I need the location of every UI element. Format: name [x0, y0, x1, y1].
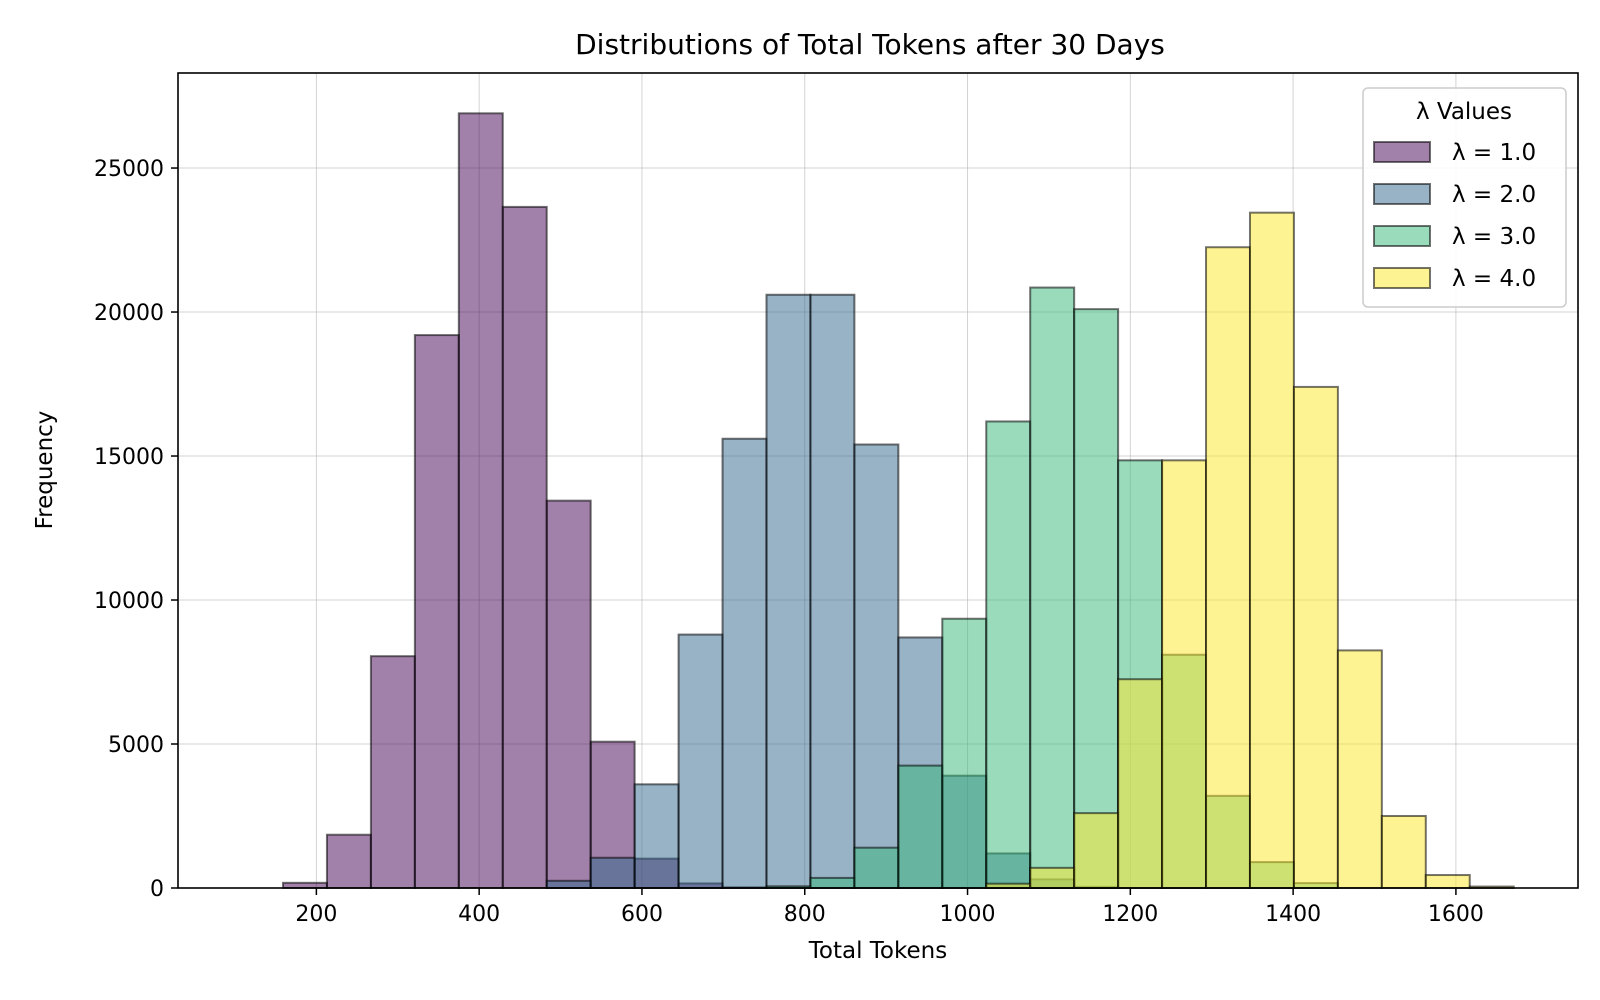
- histogram-bar: [1161, 459, 1208, 889]
- plot-frame: [177, 72, 1579, 889]
- histogram-bar: [809, 876, 856, 889]
- legend-label: λ = 1.0: [1452, 140, 1536, 166]
- histogram-bar: [1336, 649, 1383, 890]
- y-tick-label: 0: [150, 877, 164, 902]
- histogram-bar: [853, 443, 900, 889]
- histogram-bar: [501, 205, 548, 889]
- histogram-bar: [1029, 286, 1076, 889]
- histogram-bar: [809, 293, 856, 889]
- histogram-bar: [1424, 874, 1471, 890]
- histogram-bar: [853, 846, 900, 890]
- y-tick-label: 10000: [94, 589, 164, 614]
- histogram-bar: [633, 783, 680, 889]
- legend-label: λ = 3.0: [1452, 224, 1536, 250]
- legend-title: λ Values: [1416, 99, 1512, 125]
- histogram-bar: [369, 655, 416, 890]
- histogram-bar: [941, 617, 988, 889]
- histogram-bar: [765, 293, 812, 889]
- legend-label: λ = 4.0: [1452, 266, 1536, 292]
- histogram-bar: [721, 437, 768, 889]
- histogram-bar: [1073, 308, 1120, 889]
- chart-title: Distributions of Total Tokens after 30 D…: [575, 28, 1165, 61]
- histogram-bar: [897, 764, 944, 890]
- x-tick-label: 1200: [1102, 902, 1158, 927]
- histogram-bar: [1029, 866, 1076, 890]
- y-tick-label: 15000: [94, 445, 164, 470]
- y-tick-label: 20000: [94, 301, 164, 326]
- x-tick-label: 200: [295, 902, 337, 927]
- histogram-bar: [545, 499, 592, 889]
- x-axis-ticks: 200 400 600 800 1000 1200 1400 1600: [295, 888, 1484, 927]
- x-tick-label: 600: [621, 902, 663, 927]
- series-4-bars: [985, 211, 1515, 890]
- histogram-bar: [1248, 211, 1295, 889]
- legend-label: λ = 2.0: [1452, 182, 1536, 208]
- histogram-bar: [545, 879, 592, 890]
- histogram-bar: [985, 420, 1032, 889]
- y-tick-label: 5000: [108, 733, 164, 758]
- legend-swatch: [1373, 183, 1431, 205]
- y-axis-ticks: 0 5000 10000 15000 20000 25000: [94, 157, 178, 902]
- x-tick-label: 400: [458, 902, 500, 927]
- histogram-bar: [413, 334, 460, 889]
- histogram-bar: [457, 112, 504, 890]
- histogram-bar: [1073, 812, 1120, 889]
- legend-swatch: [1373, 267, 1431, 289]
- x-tick-label: 1600: [1428, 902, 1484, 927]
- y-axis-title: Frequency: [32, 411, 58, 530]
- histogram-bar: [1205, 246, 1251, 889]
- histogram-bar: [325, 833, 372, 889]
- legend-swatch: [1373, 225, 1431, 247]
- histogram-bar: [1292, 385, 1339, 889]
- histogram-bars: [282, 112, 1515, 890]
- histogram-bar: [1380, 815, 1427, 890]
- x-tick-label: 1000: [940, 902, 996, 927]
- histogram-bar: [1117, 678, 1164, 890]
- y-tick-label: 25000: [94, 157, 164, 182]
- x-tick-label: 1400: [1265, 902, 1321, 927]
- histogram-bar: [677, 633, 724, 890]
- x-tick-label: 800: [784, 902, 826, 927]
- legend: λ Values λ = 1.0 λ = 2.0 λ = 3.0 λ = 4.0: [1362, 87, 1567, 308]
- legend-swatch: [1373, 141, 1431, 163]
- x-axis-title: Total Tokens: [808, 938, 947, 964]
- histogram-bar: [589, 856, 636, 889]
